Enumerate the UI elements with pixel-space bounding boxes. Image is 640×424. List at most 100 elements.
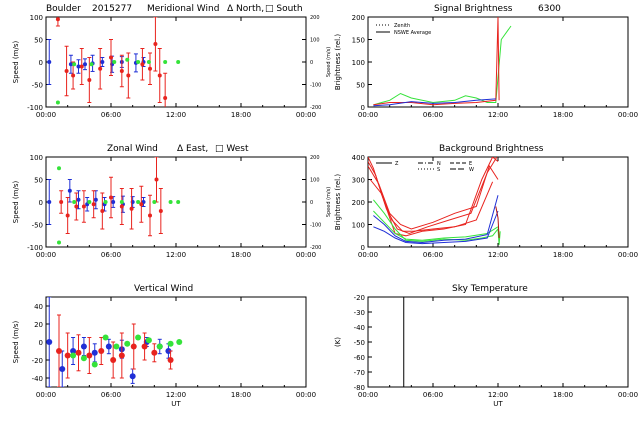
merid-ytick-label: 0 — [39, 59, 43, 67]
vertical-red-point — [86, 352, 93, 359]
merid-green-point — [146, 60, 151, 64]
merid-data — [47, 17, 181, 107]
background-ytick-label: 400 — [352, 154, 365, 162]
zonal-red-point — [109, 195, 113, 200]
background-legend-label: E — [469, 161, 472, 167]
merid-green-point — [112, 60, 117, 64]
vertical-blue-point — [59, 366, 66, 372]
station-label: Boulder — [46, 4, 81, 14]
signal-legend-zenith: Zenith — [394, 23, 410, 29]
sky-ylabel: (K) — [334, 337, 342, 347]
vertical-blue-point — [105, 343, 112, 350]
zonal-ytick-label: -100 — [27, 244, 43, 252]
zonal-red-point — [119, 204, 124, 209]
signal-red-line — [373, 17, 500, 106]
background-legend-label: Z — [395, 161, 399, 167]
signal-ytick-label: 50 — [356, 82, 365, 90]
vertical-blue-point — [70, 348, 77, 354]
signal-xtick-label: 00:00 — [618, 111, 638, 119]
background-dkred-line — [495, 206, 500, 239]
vertical-xtick-label: 06:00 — [101, 391, 121, 399]
background-xtick-label: 18:00 — [553, 251, 573, 259]
vertical-green-point — [167, 340, 174, 347]
vertical-red-point — [118, 352, 125, 359]
merid-red-point — [64, 69, 69, 73]
signal-ytick-label: 200 — [352, 14, 365, 22]
signal-ylabel: Brightness (rel.) — [334, 34, 342, 90]
zonal-y2tick-label: -100 — [310, 223, 321, 229]
signal-ytick-label: 100 — [352, 59, 365, 67]
vertical-ytick-label: 20 — [34, 321, 43, 329]
vertical-xtick-label: 00:00 — [36, 391, 56, 399]
merid-legend-north: Δ North, — [227, 4, 264, 14]
background-red4-line — [369, 179, 494, 232]
background-ytick-label: 100 — [352, 222, 365, 230]
background-title: Background Brightness — [439, 144, 544, 154]
signal-data — [373, 17, 512, 107]
background-red2-line — [368, 157, 498, 235]
background-data — [368, 157, 501, 245]
zonal-green-point — [87, 200, 92, 204]
merid-red-point — [119, 69, 124, 73]
zonal-green-point — [152, 200, 157, 204]
merid-red-point — [79, 64, 84, 69]
signal-green-line — [373, 25, 512, 106]
zonal-ytick-label: 100 — [30, 154, 43, 162]
date-label: 2015277 — [92, 4, 132, 14]
sky-ytick-label: -50 — [354, 339, 365, 347]
zonal-green-point — [176, 200, 181, 204]
sky-frame — [367, 296, 629, 388]
merid-red-point — [126, 73, 131, 78]
signal-plot: 00:00 06:00 12:00 18:00 00:00050100150200Bri… — [334, 14, 638, 119]
vertical-xtick-label: 12:00 — [166, 391, 186, 399]
zonal-y2tick-label: 200 — [310, 155, 320, 161]
zonal-red-point — [74, 204, 79, 209]
signal-wavelength: 6300 — [538, 4, 561, 14]
zonal-green-point — [119, 200, 124, 204]
zonal-legend-west: □ West — [215, 144, 249, 154]
vertical-ytick-label: -40 — [32, 375, 43, 383]
sky-ytick-label: -30 — [354, 309, 365, 317]
vertical-red-point — [64, 352, 71, 359]
zonal-red-point — [129, 206, 134, 211]
vertical-ytick-label: 0 — [39, 339, 43, 347]
sky-ytick-label: -40 — [354, 324, 365, 332]
sky-plot: 00:00 06:00 12:00 18:00 00:00-80-70-60-50-40… — [334, 294, 638, 408]
sky-xtick-label: 00:00 — [618, 391, 638, 399]
zonal-frame — [45, 156, 307, 248]
zonal-legend-east: Δ East, — [177, 144, 208, 154]
zonal-red-point — [139, 202, 144, 207]
zonal-green-point — [57, 240, 61, 245]
vertical-data — [46, 297, 183, 387]
vertical-green-point — [102, 334, 109, 341]
zonal-ytick-label: 50 — [34, 177, 43, 185]
background-ytick-label: 300 — [352, 177, 365, 185]
merid-ytick-label: -50 — [32, 82, 43, 90]
vertical-green-point — [113, 343, 120, 350]
vertical-red-point — [56, 348, 62, 354]
zonal-blue-point — [47, 200, 52, 204]
background-xtick-label: 06:00 — [423, 251, 443, 259]
merid-ylabel: Speed (m/s) — [12, 41, 20, 84]
signal-xtick-label: 06:00 — [423, 111, 443, 119]
vertical-red-point — [141, 343, 148, 350]
merid-green-point — [89, 62, 94, 67]
merid-legend-south: □ South — [265, 4, 303, 14]
vertical-xtick-label: 18:00 — [231, 391, 251, 399]
merid-red-point — [109, 55, 113, 60]
merid-ytick-label: -100 — [27, 104, 43, 112]
zonal-xtick-label: 00:00 — [36, 251, 56, 259]
sky-ytick-label: -20 — [354, 294, 365, 302]
zonal-red-point — [91, 202, 96, 207]
zonal-red-point — [158, 209, 163, 213]
merid-y2tick-label: 0 — [310, 60, 313, 66]
vertical-green-point — [176, 339, 183, 345]
signal-xtick-label: 00:00 — [358, 111, 378, 119]
merid-y2tick-label: 200 — [310, 15, 320, 21]
sky-xtick-label: 00:00 — [358, 391, 378, 399]
merid-blue-point — [83, 62, 87, 67]
sky-xtick-label: 12:00 — [488, 391, 508, 399]
zonal-red-point — [59, 200, 64, 204]
merid-red-point — [140, 62, 145, 67]
background-ytick-label: 0 — [361, 244, 365, 252]
